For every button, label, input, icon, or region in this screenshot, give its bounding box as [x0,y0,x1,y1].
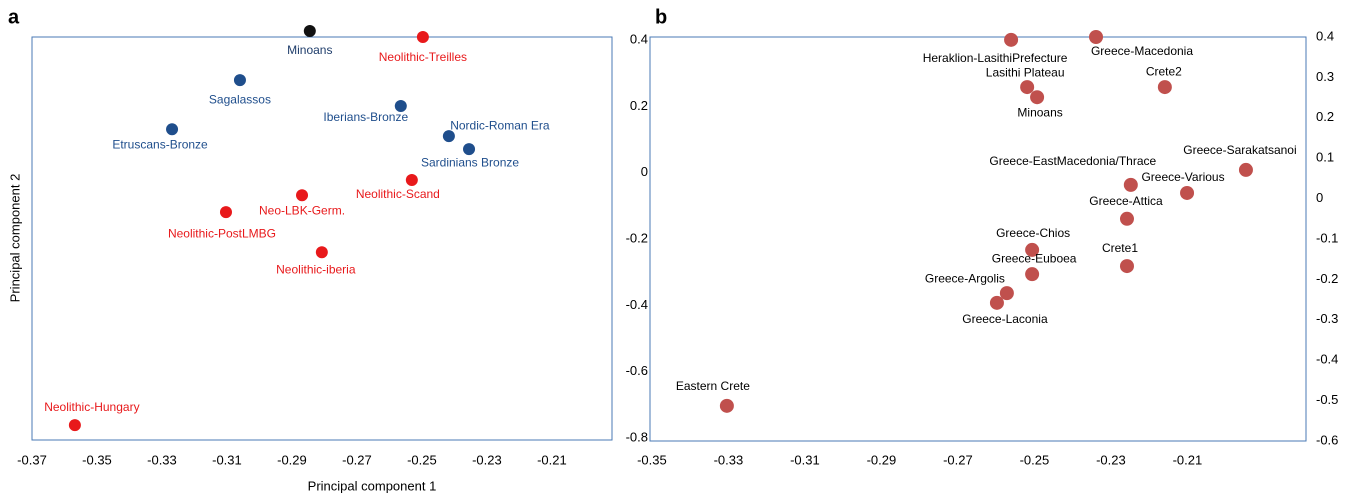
y-tick-label: -0.2 [1316,271,1338,286]
point [166,123,179,136]
x-tick-label: -0.29 [867,452,897,467]
point [1004,32,1019,47]
point-label: Neolithic-Scand [356,187,440,201]
point [1157,80,1172,95]
x-tick-label: -0.21 [1173,452,1203,467]
point [999,286,1014,301]
y-tick-label: 0.4 [1316,28,1334,43]
point [1238,162,1253,177]
point [416,31,429,43]
panel-label: a [8,6,20,28]
point-label: Greece-Sarakatsanoi [1183,143,1296,157]
point-label: Minoans [1017,105,1062,119]
point-label: Greece-Argolis [925,271,1005,285]
x-tick-label: -0.23 [1096,452,1126,467]
point-label: Neolithic-Treilles [379,50,467,64]
y-axis-title: Principal component 2 [7,174,22,303]
x-tick-label: -0.33 [714,452,744,467]
point-label: Nordic-Roman Era [450,118,550,132]
y-tick-label: -0.4 [626,297,648,312]
point [1089,30,1104,44]
x-tick-label: -0.27 [342,452,372,467]
point-label: Crete1 [1102,241,1138,255]
point [303,25,316,38]
y-tick-label: 0.4 [630,31,648,46]
point [1030,90,1045,105]
point [1025,267,1040,282]
x-tick-label: -0.33 [147,452,177,467]
point-label: Greece-Various [1141,170,1224,184]
point-label: Eastern Crete [676,379,750,393]
y-tick-label: -0.5 [1316,392,1338,407]
y-tick-label: 0 [1316,190,1323,205]
point [1025,242,1040,257]
point [68,419,81,432]
y-tick-label: -0.6 [1316,432,1338,447]
point-label: Sardinians Bronze [421,155,519,169]
point [219,206,232,219]
point-label: Lasithi Plateau [986,65,1065,79]
point-label: Neo-LBK-Germ. [259,203,345,217]
point [989,295,1004,310]
x-tick-label: -0.37 [17,452,47,467]
y-tick-label: -0.2 [626,230,648,245]
x-tick-label: -0.23 [472,452,502,467]
y-tick-label: 0.1 [1316,150,1334,165]
point [1020,80,1035,95]
y-tick-label: 0.2 [1316,109,1334,124]
point [463,143,476,156]
x-tick-label: -0.31 [212,452,242,467]
y-tick-label: -0.6 [626,363,648,378]
x-axis-title: Principal component 1 [308,478,437,493]
point [315,246,328,259]
y-tick-label: 0.2 [630,98,648,113]
point-label: Etruscans-Bronze [112,137,208,151]
y-tick-label: -0.8 [626,429,648,444]
y-tick-label: -0.1 [1316,230,1338,245]
y-tick-label: -0.4 [1316,352,1338,367]
x-tick-label: -0.35 [82,452,112,467]
x-tick-label: -0.31 [790,452,820,467]
point-label: Crete2 [1146,64,1182,78]
point [394,99,407,112]
point [405,173,418,186]
x-tick-label: -0.25 [1020,452,1050,467]
point-label: Greece-Macedonia [1091,44,1193,58]
point-label: Heraklion-LasithiPrefecture [923,51,1068,65]
point-label: Sagalassos [209,92,271,106]
point-label: Greece-Chios [996,226,1070,240]
plot-frame [31,36,613,441]
y-tick-label: 0 [641,164,648,179]
point-label: Greece-Euboea [992,251,1077,265]
point-label: Minoans [287,43,332,57]
x-tick-label: -0.29 [277,452,307,467]
y-tick-label: 0.3 [1316,69,1334,84]
point-label: Neolithic-Hungary [44,400,139,414]
point [442,130,455,143]
point [1123,177,1138,192]
panel-label: b [655,6,667,28]
point-label: Neolithic-iberia [276,262,356,276]
x-tick-label: -0.21 [537,452,567,467]
point-label: Greece-Laconia [962,312,1048,326]
point-label: Greece-EastMacedonia/Thrace [989,154,1156,168]
y-tick-label: -0.3 [1316,311,1338,326]
x-tick-label: -0.25 [407,452,437,467]
point [1180,185,1195,200]
point [296,189,309,202]
point [1119,211,1134,226]
point-label: Greece-Attica [1089,194,1163,208]
point-label: Neolithic-PostLMBG [168,226,276,240]
point [719,398,734,413]
point [233,74,246,87]
point-label: Iberians-Bronze [323,110,408,124]
x-tick-label: -0.35 [637,452,667,467]
x-tick-label: -0.27 [943,452,973,467]
point [1119,259,1134,274]
plot-frame [649,36,1307,442]
